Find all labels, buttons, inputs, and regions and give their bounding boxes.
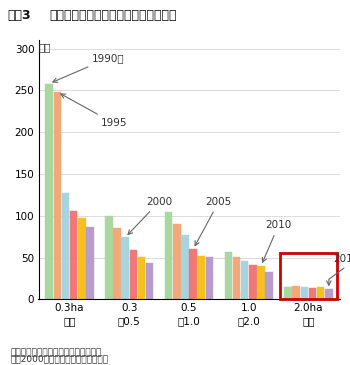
Bar	[317, 287, 324, 299]
Bar	[46, 84, 53, 299]
Bar	[325, 289, 332, 299]
Text: 販売農家の果樹栽培面積規模別農家数: 販売農家の果樹栽培面積規模別農家数	[49, 9, 176, 22]
Bar	[284, 287, 292, 299]
Bar	[189, 249, 197, 299]
Bar	[206, 257, 213, 299]
Bar	[105, 216, 113, 299]
Text: 2015: 2015	[327, 254, 350, 285]
Bar	[121, 238, 129, 299]
Bar	[225, 251, 232, 299]
Text: 2010: 2010	[262, 220, 292, 262]
Bar	[301, 287, 308, 299]
Bar	[78, 218, 85, 299]
Bar	[197, 256, 205, 299]
Text: 千戸: 千戸	[38, 42, 51, 52]
Bar	[181, 235, 189, 299]
Bar	[86, 227, 94, 299]
Text: 1990年: 1990年	[53, 53, 125, 82]
Bar	[309, 288, 316, 299]
Bar	[233, 257, 240, 299]
Text: 1995: 1995	[61, 94, 127, 128]
Bar	[70, 211, 77, 299]
Bar	[257, 266, 265, 299]
Bar	[265, 272, 273, 299]
Text: 2005: 2005	[195, 197, 232, 246]
Bar	[173, 224, 181, 299]
Bar	[130, 250, 137, 299]
Text: 図表3: 図表3	[7, 9, 31, 22]
Bar	[241, 261, 248, 299]
Bar	[113, 228, 121, 299]
Bar	[280, 253, 336, 299]
Text: 資料：農林水産省「農林業センサス」: 資料：農林水産省「農林業センサス」	[10, 348, 102, 357]
Bar	[249, 265, 257, 299]
Bar	[138, 257, 145, 299]
Bar	[293, 286, 300, 299]
Text: 2000: 2000	[128, 197, 172, 235]
Bar	[146, 262, 153, 299]
Bar	[54, 92, 61, 299]
Text: 注：2000年以前は果樹園面積規模別: 注：2000年以前は果樹園面積規模別	[10, 354, 109, 363]
Bar	[165, 212, 172, 299]
Bar	[62, 193, 69, 299]
